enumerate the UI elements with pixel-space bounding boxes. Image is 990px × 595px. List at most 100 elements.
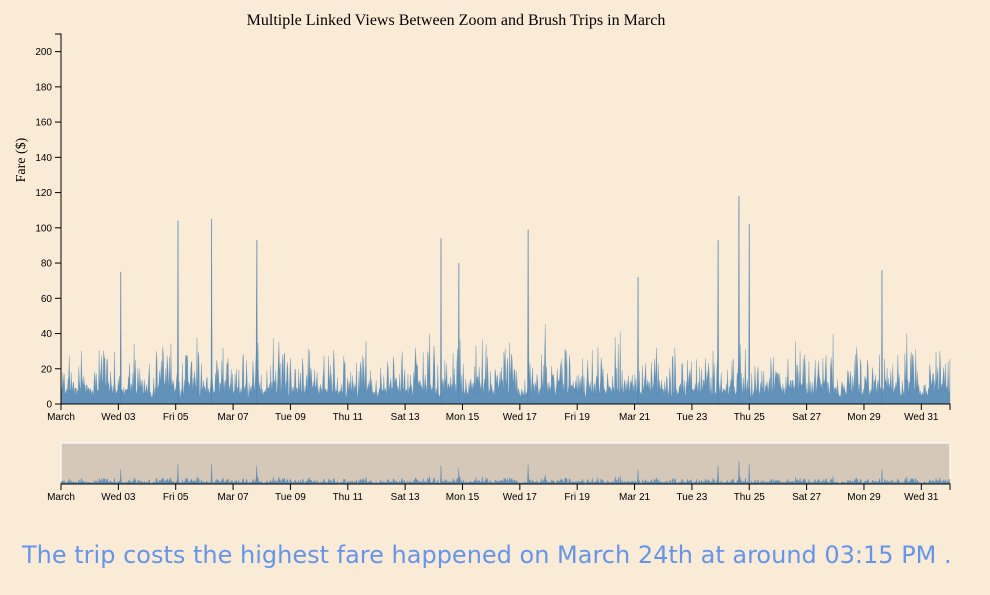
x-tick-label: Fri 19 xyxy=(564,492,590,503)
x-tick-label: Sat 13 xyxy=(391,492,420,503)
x-tick-label: Mon 29 xyxy=(847,412,881,423)
x-tick: Wed 17 xyxy=(503,484,538,503)
x-tick-label: Tue 09 xyxy=(275,492,306,503)
x-tick: Sat 13 xyxy=(391,404,420,423)
x-tick-label: Wed 17 xyxy=(503,492,538,503)
x-axis-focus-line xyxy=(60,403,951,410)
x-tick-label: Mon 15 xyxy=(446,412,480,423)
y-tick: 180 xyxy=(35,82,61,93)
x-tick-label: March xyxy=(47,412,75,423)
x-tick-label: Fri 19 xyxy=(564,412,590,423)
x-tick-label: Thu 11 xyxy=(333,412,364,423)
x-tick-label: Wed 17 xyxy=(503,412,538,423)
x-tick: Wed 17 xyxy=(503,404,538,423)
x-tick: Mon 29 xyxy=(847,484,881,503)
x-tick: March xyxy=(47,484,75,503)
x-tick: Thu 11 xyxy=(333,484,364,503)
x-tick: Mon 29 xyxy=(847,404,881,423)
fare-area xyxy=(60,196,951,405)
x-tick: Mar 07 xyxy=(218,404,250,423)
x-tick-label: Tue 23 xyxy=(677,412,708,423)
y-tick: 0 xyxy=(46,400,61,411)
y-tick: 120 xyxy=(35,188,61,199)
brush-selection[interactable] xyxy=(60,442,951,485)
x-tick: Tue 09 xyxy=(275,484,306,503)
x-tick: Mar 21 xyxy=(619,484,651,503)
x-tick: Fri 19 xyxy=(564,484,590,503)
answer-caption: The trip costs the highest fare happened… xyxy=(22,541,952,569)
x-tick: Wed 03 xyxy=(101,484,136,503)
x-tick: Sat 27 xyxy=(792,484,822,503)
y-tick-label: 20 xyxy=(41,364,53,375)
x-tick: Wed 03 xyxy=(101,404,136,423)
x-tick-label: Mar 21 xyxy=(619,412,651,423)
y-tick-label: 40 xyxy=(41,329,53,340)
x-tick: Thu 11 xyxy=(333,404,364,423)
context-chart[interactable] xyxy=(60,442,951,485)
x-tick-label: Mar 07 xyxy=(218,492,250,503)
x-axis-focus: March Wed 03 Fri 05 Mar 07 Tue 09 Thu 11 Sat 1… xyxy=(47,403,951,423)
x-tick-label: Thu 11 xyxy=(333,492,364,503)
x-tick: Fri 05 xyxy=(163,404,189,423)
y-tick-label: 180 xyxy=(35,82,52,93)
y-tick: 160 xyxy=(35,118,61,129)
x-tick: Mar 07 xyxy=(218,484,250,503)
x-tick: Thu 25 xyxy=(734,404,766,423)
context-area xyxy=(60,460,951,485)
x-tick: Fri 05 xyxy=(163,484,189,503)
y-tick-label: 200 xyxy=(35,47,52,58)
y-tick-label: 140 xyxy=(35,153,52,164)
x-tick-label: Sat 13 xyxy=(391,412,420,423)
y-tick-label: 0 xyxy=(46,400,52,411)
x-tick: Sat 27 xyxy=(792,404,822,423)
x-tick-label: Wed 03 xyxy=(101,492,136,503)
x-tick-label: Mon 15 xyxy=(446,492,480,503)
y-tick: 200 xyxy=(35,47,61,58)
x-tick-label: Thu 25 xyxy=(734,412,766,423)
y-tick: 80 xyxy=(41,259,61,270)
x-tick-label: Thu 25 xyxy=(734,492,766,503)
focus-chart[interactable] xyxy=(60,196,951,405)
x-tick: March xyxy=(47,404,75,423)
x-tick: Tue 23 xyxy=(677,484,708,503)
x-tick-label: Mar 07 xyxy=(218,412,250,423)
x-tick: Thu 25 xyxy=(734,484,766,503)
x-tick: Wed 31 xyxy=(904,404,939,423)
x-tick-label: Tue 09 xyxy=(275,412,306,423)
x-tick: Mar 21 xyxy=(619,404,651,423)
x-tick-label: Wed 31 xyxy=(904,492,939,503)
x-tick-label: Fri 05 xyxy=(163,492,189,503)
x-tick: Mon 15 xyxy=(446,404,480,423)
y-tick-label: 80 xyxy=(41,259,53,270)
x-tick-label: Wed 03 xyxy=(101,412,136,423)
x-tick-label: Sat 27 xyxy=(792,492,821,503)
x-tick: Mon 15 xyxy=(446,484,480,503)
x-tick: Fri 19 xyxy=(564,404,590,423)
y-tick: 40 xyxy=(41,329,61,340)
y-axis: 0 20 40 60 80 100 120 140 160 180 200 xyxy=(35,33,62,411)
y-tick: 60 xyxy=(41,294,61,305)
y-tick: 20 xyxy=(41,364,61,375)
x-tick-label: Mar 21 xyxy=(619,492,651,503)
x-tick-label: Sat 27 xyxy=(792,412,821,423)
y-tick: 100 xyxy=(35,223,61,234)
y-tick-label: 60 xyxy=(41,294,53,305)
chart-svg[interactable]: 0 20 40 60 80 100 120 140 160 180 200 March Wed 03 Fr… xyxy=(0,0,990,520)
x-tick-label: Wed 31 xyxy=(904,412,939,423)
y-tick-label: 160 xyxy=(35,118,52,129)
x-axis-context-line xyxy=(60,483,951,490)
y-tick: 140 xyxy=(35,153,61,164)
x-tick: Sat 13 xyxy=(391,484,420,503)
y-tick-label: 120 xyxy=(35,188,52,199)
chart-title: Multiple Linked Views Between Zoom and B… xyxy=(246,12,666,29)
x-tick-label: March xyxy=(47,492,75,503)
x-tick: Tue 23 xyxy=(677,404,708,423)
x-tick-label: Mon 29 xyxy=(847,492,881,503)
x-tick: Wed 31 xyxy=(904,484,939,503)
y-tick-label: 100 xyxy=(35,223,52,234)
x-tick-label: Tue 23 xyxy=(677,492,708,503)
y-axis-line xyxy=(55,33,62,405)
x-axis-context: March Wed 03 Fri 05 Mar 07 Tue 09 Thu 11 Sat 1… xyxy=(47,483,951,503)
x-tick: Tue 09 xyxy=(275,404,306,423)
x-tick-label: Fri 05 xyxy=(163,412,189,423)
